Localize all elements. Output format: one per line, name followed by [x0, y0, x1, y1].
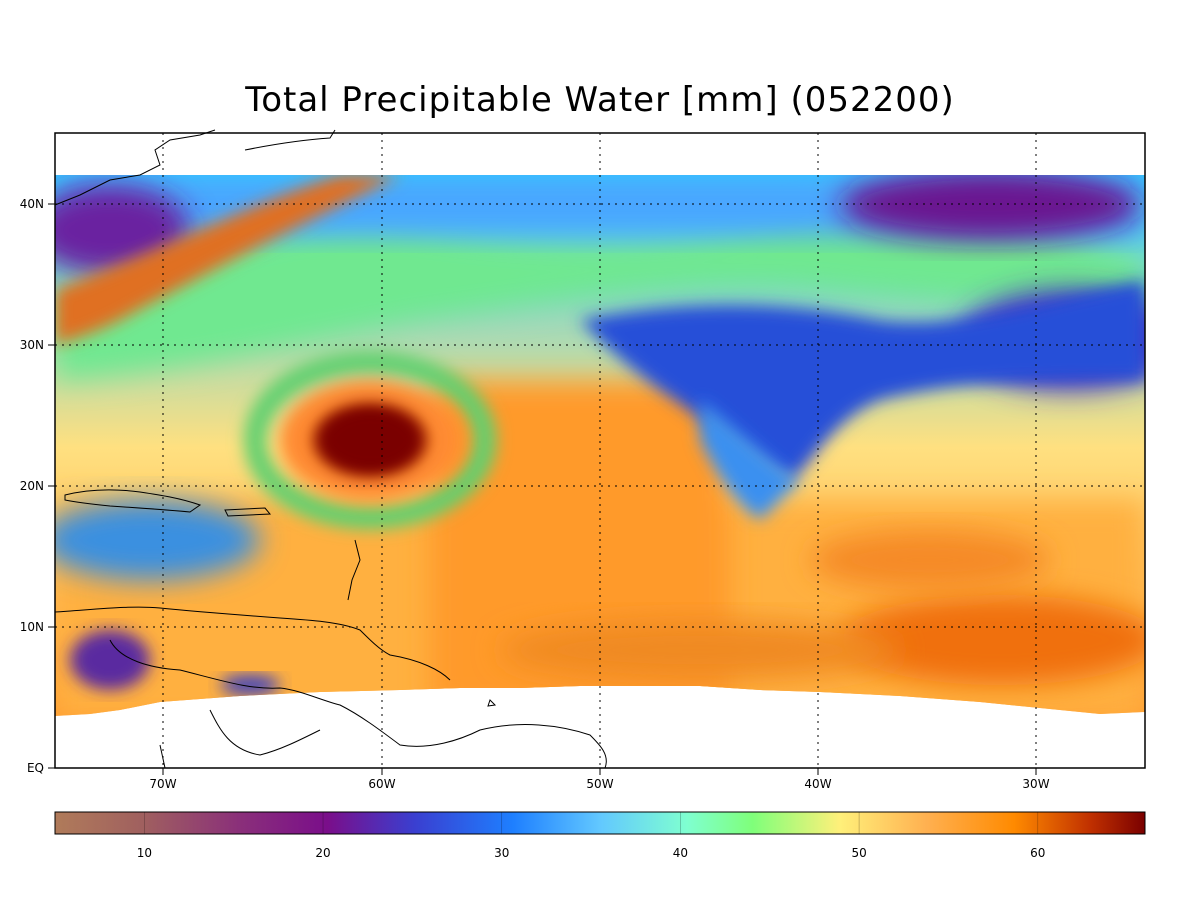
lon-label-30w: 30W [1022, 777, 1049, 791]
colorbar-label-40: 40 [673, 846, 688, 860]
lon-label-40w: 40W [804, 777, 831, 791]
colorbar-label-30: 30 [494, 846, 509, 860]
colorbar-label-10: 10 [137, 846, 152, 860]
coastlines [54, 129, 607, 769]
colorbar-gradient [54, 811, 1146, 835]
colorbar-label-20: 20 [315, 846, 330, 860]
chart-title: Total Precipitable Water [mm] (052200) [245, 80, 955, 120]
colorbar-ticks: 10 20 30 40 50 60 [137, 812, 1045, 860]
lat-label-20n: 20N [20, 479, 44, 493]
lat-label-10n: 10N [20, 620, 44, 634]
colorbar: 10 20 30 40 50 60 [54, 811, 1146, 860]
gridlines [55, 133, 1145, 768]
precipitable-water-field [55, 175, 1145, 716]
colorbar-label-50: 50 [851, 846, 866, 860]
colorbar-label-60: 60 [1030, 846, 1045, 860]
lon-label-60w: 60W [368, 777, 395, 791]
latitude-labels: 40N 30N 20N 10N EQ [20, 197, 44, 775]
lon-label-50w: 50W [586, 777, 613, 791]
axis-ticks [48, 203, 1037, 775]
lat-label-30n: 30N [20, 338, 44, 352]
lat-label-40n: 40N [20, 197, 44, 211]
lon-label-70w: 70W [149, 777, 176, 791]
lat-label-eq: EQ [27, 761, 44, 775]
longitude-labels: 70W 60W 50W 40W 30W [149, 777, 1049, 791]
